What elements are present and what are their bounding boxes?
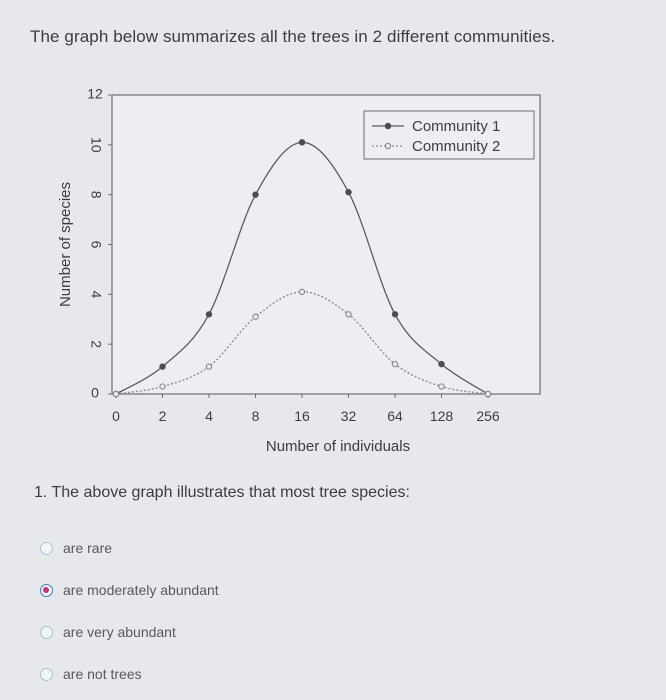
series-1-point — [391, 311, 399, 318]
series-2-point — [298, 288, 306, 296]
option-moderately-abundant[interactable]: are moderately abundant — [40, 582, 219, 598]
series-1-point — [438, 360, 445, 368]
series-2-point — [159, 383, 166, 390]
series-1-point — [345, 188, 352, 196]
option-label: are very abundant — [63, 624, 176, 640]
species-abundance-chart: 0 2 4 6 8 10 12 0 2 4 8 16 32 64 128 256 Number of indiv… — [57, 86, 541, 455]
legend-series-2-label: Community 2 — [412, 138, 500, 155]
option-very-abundant[interactable]: are very abundant — [40, 624, 176, 640]
y-tick-label: 2 — [88, 340, 104, 348]
x-tick-label: 4 — [205, 408, 213, 424]
y-axis-label: Number of species — [57, 182, 74, 307]
y-tick-label: 10 — [88, 137, 104, 153]
x-tick-label: 8 — [252, 408, 260, 424]
radio-button[interactable] — [40, 583, 53, 597]
y-tick-label: 8 — [88, 191, 104, 199]
x-tick-label: 2 — [159, 408, 167, 424]
y-tick-label: 6 — [88, 241, 104, 249]
legend-series-1-marker — [384, 122, 392, 130]
radio-button[interactable] — [40, 667, 53, 681]
series-1-point — [298, 139, 306, 146]
series-2-point — [112, 390, 120, 398]
series-1-point — [252, 191, 259, 198]
x-tick-label: 0 — [112, 408, 120, 424]
option-label: are moderately abundant — [63, 582, 219, 598]
series-2-point — [438, 383, 445, 390]
x-axis-label: Number of individuals — [266, 438, 410, 455]
y-tick-label: 12 — [87, 86, 103, 102]
y-tick-label: 4 — [88, 290, 104, 298]
option-label: are rare — [63, 540, 113, 556]
legend-series-1-label: Community 1 — [412, 118, 500, 135]
series-2-point — [205, 363, 213, 370]
option-not-trees[interactable]: are not trees — [40, 666, 142, 682]
series-2-point — [484, 390, 492, 398]
series-2-point — [345, 311, 352, 318]
x-tick-label: 128 — [430, 408, 454, 424]
y-tick-label: 0 — [91, 385, 99, 401]
question-text: 1. The above graph illustrates that most… — [34, 484, 410, 501]
option-are-rare[interactable]: are rare — [40, 540, 112, 556]
x-tick-label: 32 — [341, 408, 357, 424]
legend-box — [363, 110, 535, 160]
series-1-point — [205, 311, 213, 318]
series-2-point — [391, 360, 399, 368]
series-2-point — [252, 313, 259, 320]
series-1-point — [159, 363, 166, 370]
x-tick-label: 16 — [294, 408, 310, 424]
x-tick-label: 64 — [387, 408, 403, 424]
legend-series-2-marker — [384, 142, 392, 150]
radio-button[interactable] — [40, 541, 53, 555]
series-2-line — [115, 291, 489, 395]
option-label: are not trees — [63, 666, 142, 682]
question-prompt: The graph below summarizes all the trees… — [30, 27, 556, 46]
radio-button[interactable] — [40, 625, 53, 639]
x-tick-label: 256 — [476, 408, 500, 424]
